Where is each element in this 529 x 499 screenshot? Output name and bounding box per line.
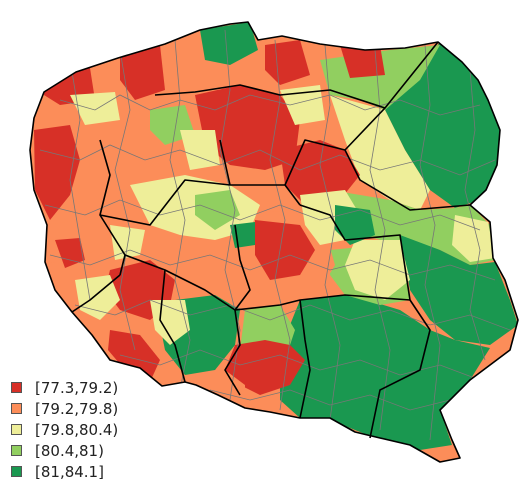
county-border: [464, 69, 486, 361]
region-fill: [34, 125, 80, 220]
province-border: [71, 274, 121, 313]
region-fill: [200, 22, 258, 65]
county-border: [69, 59, 91, 301]
region-fill: [108, 330, 160, 382]
region-fill: [280, 85, 325, 125]
province-border: [299, 299, 311, 419]
region-fill: [280, 140, 360, 205]
legend-swatch: [11, 382, 22, 393]
county-border: [419, 44, 441, 441]
region-fill: [330, 95, 430, 210]
county-border: [369, 49, 391, 431]
county-border: [74, 299, 511, 331]
region-fill: [120, 45, 165, 100]
county-border: [319, 44, 341, 421]
region-fill: [55, 238, 85, 268]
legend-label: [77.3,79.2): [35, 378, 119, 397]
province-border: [219, 139, 231, 186]
legend-swatch: [11, 466, 22, 477]
legend-item: [79.2,79.8): [11, 398, 171, 419]
province-border: [369, 299, 431, 439]
legend-item: [77.3,79.2): [11, 377, 171, 398]
province-border: [284, 107, 386, 186]
county-border: [114, 49, 136, 351]
region-fill: [225, 340, 305, 395]
region-fill: [255, 220, 315, 280]
province-border: [159, 269, 186, 383]
country-outline: [29, 21, 519, 463]
legend-swatch: [11, 403, 22, 414]
province-border: [124, 254, 411, 311]
region-fill: [195, 370, 245, 408]
region-fill: [335, 205, 375, 245]
region-fill: [70, 92, 120, 125]
county-border: [269, 39, 291, 411]
county-border: [59, 94, 481, 116]
county-border: [169, 39, 191, 391]
legend-item: [80.4,81): [11, 440, 171, 461]
legend-label: [80.4,81): [35, 441, 104, 460]
legend-item: [79.8,80.4): [11, 419, 171, 440]
legend-item: [81,84.1]: [11, 461, 171, 482]
legend-swatch: [11, 445, 22, 456]
region-fill: [345, 240, 410, 300]
region-fill: [340, 45, 385, 78]
province-border: [224, 309, 241, 396]
province-border: [234, 224, 251, 311]
region-fill: [180, 130, 220, 170]
legend-label: [79.2,79.8): [35, 399, 119, 418]
region-fill: [452, 215, 495, 262]
county-border: [209, 389, 451, 411]
county-border: [219, 29, 241, 401]
province-border: [344, 149, 471, 211]
legend-swatch: [11, 424, 22, 435]
county-border: [39, 144, 496, 176]
region-fill: [400, 235, 518, 345]
province-border: [299, 204, 411, 301]
county-borders: [39, 29, 511, 441]
legend-label: [79.8,80.4): [35, 420, 119, 439]
region-fill: [110, 225, 145, 260]
region-fill: [75, 275, 120, 320]
map-legend: [77.3,79.2) [79.2,79.8) [79.8,80.4) [80.…: [11, 377, 171, 482]
province-borders: [29, 21, 519, 463]
region-fill: [195, 190, 240, 230]
province-border: [99, 179, 301, 226]
legend-label: [81,84.1]: [35, 462, 104, 481]
county-border: [44, 199, 481, 231]
